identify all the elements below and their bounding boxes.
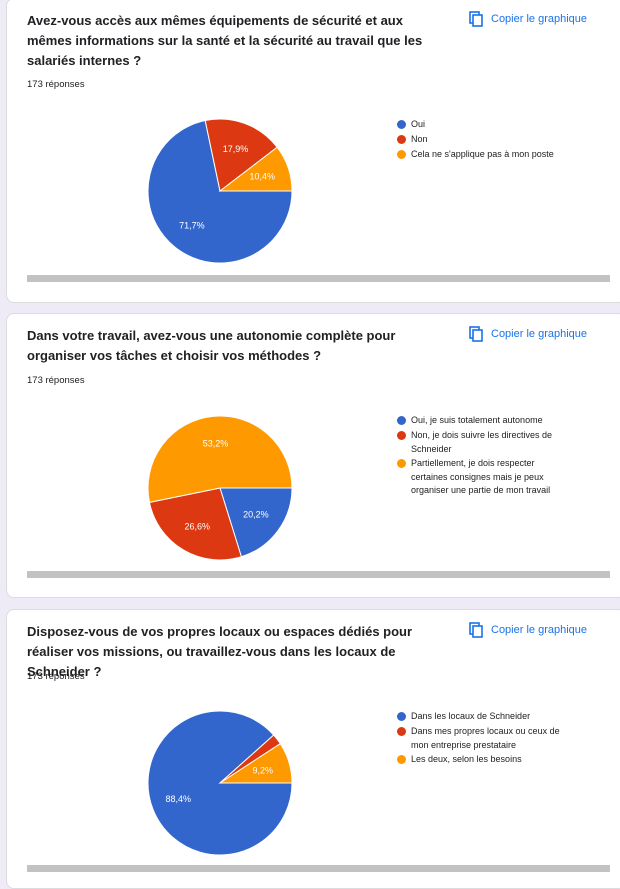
question-title: Avez-vous accès aux mêmes équipements de… bbox=[27, 13, 423, 68]
copy-icon bbox=[469, 622, 483, 638]
question-title: Disposez-vous de vos propres locaux ou e… bbox=[27, 624, 413, 679]
copy-chart-button[interactable]: Copier le graphique bbox=[469, 11, 587, 27]
legend-swatch-blue bbox=[397, 712, 406, 721]
horizontal-scrollbar[interactable] bbox=[27, 275, 610, 282]
slice-label-3: 53,2% bbox=[203, 439, 229, 449]
pie-chart: 20,2% 26,6% 53,2% bbox=[147, 415, 293, 561]
legend-swatch-blue bbox=[397, 416, 406, 425]
question-card-2: Dans votre travail, avez-vous une autono… bbox=[6, 313, 620, 598]
legend-label: Cela ne s'applique pas à mon poste bbox=[411, 149, 554, 159]
response-count: 173 réponses bbox=[27, 375, 85, 386]
legend-item: Dans mes propres locaux ou ceux de mon e… bbox=[397, 725, 572, 752]
legend-label: Oui bbox=[411, 119, 426, 129]
pie-slice-1[interactable] bbox=[219, 487, 293, 558]
pie-slice-1[interactable] bbox=[147, 119, 293, 264]
pie-slice-3[interactable] bbox=[218, 146, 293, 192]
question-title: Dans votre travail, avez-vous une autono… bbox=[27, 328, 396, 363]
pie-slice-2[interactable] bbox=[148, 487, 243, 561]
copy-icon bbox=[469, 11, 483, 27]
legend-label: Oui, je suis totalement autonome bbox=[411, 415, 543, 425]
legend-swatch-red bbox=[397, 727, 406, 736]
legend-item: Non, je dois suivre les directives de Sc… bbox=[397, 429, 572, 456]
legend-swatch-orange bbox=[397, 150, 406, 159]
legend-label: Non, je dois suivre les directives de Sc… bbox=[411, 430, 553, 454]
slice-label-1: 20,2% bbox=[243, 510, 269, 520]
slice-label-2: 26,6% bbox=[185, 521, 211, 531]
question-card-3: Disposez-vous de vos propres locaux ou e… bbox=[6, 609, 620, 889]
legend-item: Oui, je suis totalement autonome bbox=[397, 414, 572, 428]
legend-item: Dans les locaux de Schneider bbox=[397, 710, 572, 724]
legend-swatch-orange bbox=[397, 755, 406, 764]
legend-label: Partiellement, je dois respecter certain… bbox=[411, 458, 551, 495]
slice-label-3: 10,4% bbox=[250, 172, 276, 182]
pie-slice-3[interactable] bbox=[147, 415, 293, 503]
legend-label: Non bbox=[411, 134, 428, 144]
legend-item: Oui bbox=[397, 118, 572, 132]
slice-label-1: 88,4% bbox=[166, 794, 192, 804]
legend-label: Dans mes propres locaux ou ceux de mon e… bbox=[411, 726, 560, 750]
legend-swatch-orange bbox=[397, 459, 406, 468]
response-count: 173 réponses bbox=[27, 79, 85, 90]
slice-label-2: 17,9% bbox=[223, 144, 249, 154]
legend-label: Les deux, selon les besoins bbox=[411, 754, 522, 764]
slice-label-1: 71,7% bbox=[179, 221, 205, 231]
question-card-1: Avez-vous accès aux mêmes équipements de… bbox=[6, 0, 620, 303]
copy-chart-label: Copier le graphique bbox=[491, 13, 588, 25]
copy-icon bbox=[469, 326, 483, 342]
legend-item: Partiellement, je dois respecter certain… bbox=[397, 457, 572, 498]
pie-chart: 88,4% 9,2% bbox=[147, 710, 293, 856]
slice-label-3: 9,2% bbox=[253, 765, 274, 775]
horizontal-scrollbar[interactable] bbox=[27, 571, 610, 578]
pie-chart: 71,7% 17,9% 10,4% bbox=[147, 118, 293, 264]
horizontal-scrollbar[interactable] bbox=[27, 865, 610, 872]
response-count: 173 réponses bbox=[27, 671, 85, 682]
copy-chart-button[interactable]: Copier le graphique bbox=[469, 326, 587, 342]
pie-slice-3[interactable] bbox=[218, 742, 293, 784]
copy-chart-button[interactable]: Copier le graphique bbox=[469, 622, 587, 638]
copy-chart-label: Copier le graphique bbox=[491, 624, 588, 636]
legend-item: Cela ne s'applique pas à mon poste bbox=[397, 148, 572, 162]
copy-chart-label: Copier le graphique bbox=[491, 328, 588, 340]
pie-slice-2[interactable] bbox=[204, 118, 278, 192]
legend-swatch-red bbox=[397, 431, 406, 440]
legend-swatch-blue bbox=[397, 120, 406, 129]
legend-item: Non bbox=[397, 133, 572, 147]
legend-swatch-red bbox=[397, 135, 406, 144]
legend-item: Les deux, selon les besoins bbox=[397, 753, 572, 767]
legend-label: Dans les locaux de Schneider bbox=[411, 711, 531, 721]
